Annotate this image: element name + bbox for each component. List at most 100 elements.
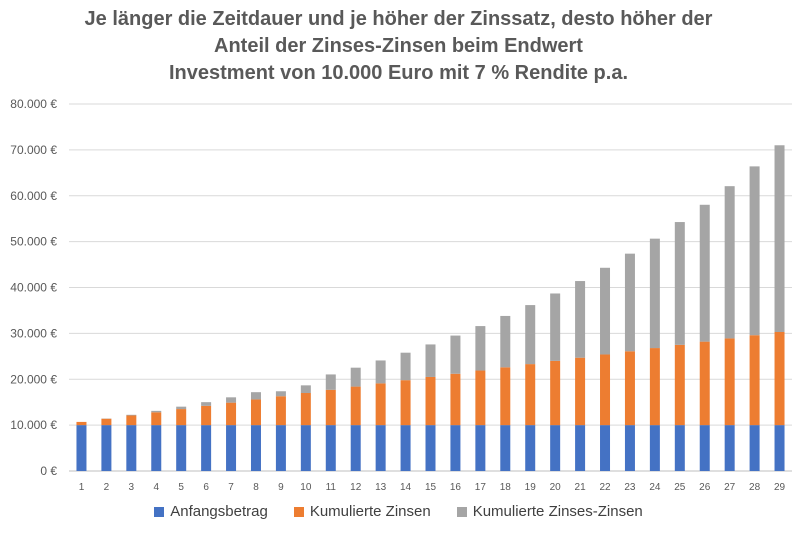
bar-segment-anfangsbetrag xyxy=(724,425,735,472)
x-tick-label: 29 xyxy=(774,482,786,493)
bar-segment-kumulierte-zinsen xyxy=(425,376,436,426)
bar-segment-kumulierte-zinsen xyxy=(101,418,112,426)
bar-segment-zinses-zinsen xyxy=(201,402,212,406)
bars xyxy=(76,145,785,472)
legend-swatch-kumulierte-zinsen xyxy=(293,506,304,517)
bar-segment-zinses-zinsen xyxy=(649,238,660,349)
bar-segment-kumulierte-zinsen xyxy=(201,405,212,426)
bar-segment-kumulierte-zinsen xyxy=(176,409,187,426)
bar-segment-anfangsbetrag xyxy=(600,425,611,472)
bar-segment-anfangsbetrag xyxy=(201,425,212,472)
legend-item-anfangsbetrag: Anfangsbetrag xyxy=(154,503,268,520)
chart-title-line-2: Anteil der Zinses-Zinsen beim Endwert xyxy=(214,35,583,57)
bar-segment-zinses-zinsen xyxy=(250,392,261,400)
bar-segment-kumulierte-zinsen xyxy=(325,389,336,426)
bar-segment-zinses-zinsen xyxy=(325,374,336,390)
x-tick-label: 16 xyxy=(450,482,462,493)
x-tick-label: 5 xyxy=(178,482,184,493)
y-tick-label: 10.000 € xyxy=(10,418,57,432)
bar-segment-kumulierte-zinsen xyxy=(275,396,286,426)
bar-segment-kumulierte-zinsen xyxy=(575,357,586,426)
bar-segment-anfangsbetrag xyxy=(325,425,336,472)
bar-segment-zinses-zinsen xyxy=(624,253,635,352)
bar-segment-zinses-zinsen xyxy=(350,367,361,387)
bar-segment-anfangsbetrag xyxy=(375,425,386,472)
bar-segment-anfangsbetrag xyxy=(101,425,112,472)
bar-segment-kumulierte-zinsen xyxy=(674,344,685,426)
bar-segment-kumulierte-zinsen xyxy=(624,351,635,426)
x-axis-ticks: 1 2 3 4 5 6 7 8 9 10 11 12 13 14 15 16 17 18 19 20 21 22 23 24 2… xyxy=(79,482,786,493)
x-tick-label: 12 xyxy=(350,482,362,493)
bar-segment-anfangsbetrag xyxy=(176,425,187,472)
y-tick-label: 60.000 € xyxy=(10,189,57,203)
bar-segment-kumulierte-zinsen xyxy=(500,367,511,426)
bar-segment-zinses-zinsen xyxy=(575,281,586,358)
x-tick-label: 14 xyxy=(400,482,412,493)
bar-segment-anfangsbetrag xyxy=(300,425,311,472)
legend-swatch-zinses-zinsen xyxy=(456,506,467,517)
bar-segment-zinses-zinsen xyxy=(525,305,536,365)
bar-segment-zinses-zinsen xyxy=(425,344,436,377)
x-tick-label: 4 xyxy=(153,482,159,493)
bar-segment-anfangsbetrag xyxy=(275,425,286,472)
bar-segment-kumulierte-zinsen xyxy=(525,364,536,426)
bar-segment-anfangsbetrag xyxy=(450,425,461,472)
x-tick-label: 17 xyxy=(475,482,487,493)
bar-segment-zinses-zinsen xyxy=(500,315,511,368)
bar-segment-zinses-zinsen xyxy=(749,166,760,336)
x-tick-label: 2 xyxy=(104,482,110,493)
bar-segment-anfangsbetrag xyxy=(649,425,660,472)
x-tick-label: 15 xyxy=(425,482,437,493)
bar-segment-zinses-zinsen xyxy=(300,385,311,394)
y-tick-label: 30.000 € xyxy=(10,326,57,340)
bar-segment-anfangsbetrag xyxy=(400,425,411,472)
bar-segment-kumulierte-zinsen xyxy=(350,386,361,426)
chart-title: Je länger die Zeitdauer und je höher der… xyxy=(0,6,797,87)
bar-segment-kumulierte-zinsen xyxy=(749,335,760,426)
x-tick-label: 24 xyxy=(649,482,661,493)
y-tick-label: 80.000 € xyxy=(10,97,57,111)
y-tick-label: 0 € xyxy=(40,464,57,478)
bar-segment-zinses-zinsen xyxy=(724,186,735,339)
bar-segment-anfangsbetrag xyxy=(575,425,586,472)
y-tick-label: 20.000 € xyxy=(10,372,57,386)
bar-segment-anfangsbetrag xyxy=(350,425,361,472)
legend-label-anfangsbetrag: Anfangsbetrag xyxy=(170,503,268,520)
y-tick-label: 50.000 € xyxy=(10,235,57,249)
bar-segment-anfangsbetrag xyxy=(250,425,261,472)
y-tick-label: 40.000 € xyxy=(10,281,57,295)
bar-segment-zinses-zinsen xyxy=(699,204,710,342)
gridlines xyxy=(69,103,792,472)
bar-segment-kumulierte-zinsen xyxy=(475,370,486,426)
x-tick-label: 25 xyxy=(674,482,686,493)
bar-segment-kumulierte-zinsen xyxy=(300,393,311,426)
bar-segment-kumulierte-zinsen xyxy=(375,383,386,426)
x-tick-label: 11 xyxy=(326,482,337,493)
bar-segment-kumulierte-zinsen xyxy=(699,341,710,426)
bar-segment-anfangsbetrag xyxy=(674,425,685,472)
x-tick-label: 19 xyxy=(525,482,537,493)
x-tick-label: 27 xyxy=(724,482,736,493)
bar-segment-kumulierte-zinsen xyxy=(724,338,735,426)
bar-segment-anfangsbetrag xyxy=(151,425,162,472)
bar-segment-anfangsbetrag xyxy=(525,425,536,472)
legend-label-kumulierte-zinsen: Kumulierte Zinsen xyxy=(309,503,431,520)
bar-segment-kumulierte-zinsen xyxy=(126,415,137,426)
bar-segment-zinses-zinsen xyxy=(400,352,411,381)
bar-segment-zinses-zinsen xyxy=(550,293,561,361)
bar-segment-anfangsbetrag xyxy=(226,425,237,472)
bar-segment-zinses-zinsen xyxy=(375,360,386,384)
x-tick-label: 26 xyxy=(699,482,711,493)
x-tick-label: 8 xyxy=(253,482,259,493)
y-tick-label: 70.000 € xyxy=(10,143,57,157)
bar-segment-anfangsbetrag xyxy=(76,425,87,472)
x-tick-label: 3 xyxy=(129,482,135,493)
bar-segment-anfangsbetrag xyxy=(550,425,561,472)
bar-segment-zinses-zinsen xyxy=(226,397,237,403)
legend-label-zinses-zinsen: Kumulierte Zinses-Zinsen xyxy=(472,503,643,520)
legend-item-kumulierte-zinsen: Kumulierte Zinsen xyxy=(293,503,431,520)
bar-segment-kumulierte-zinsen xyxy=(226,402,237,426)
bar-segment-kumulierte-zinsen xyxy=(250,399,261,426)
bar-segment-anfangsbetrag xyxy=(749,425,760,472)
bar-segment-anfangsbetrag xyxy=(774,425,785,472)
